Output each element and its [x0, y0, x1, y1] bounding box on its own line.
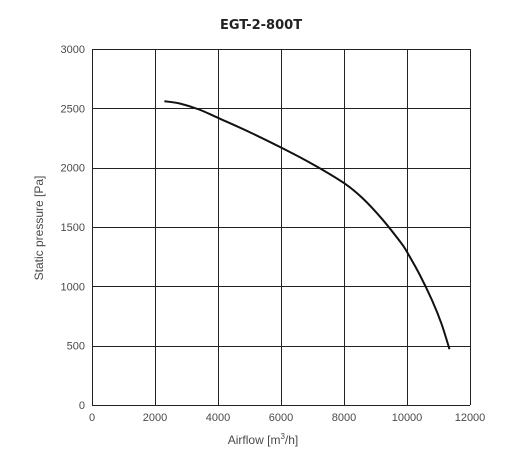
fan-curve-line — [164, 100, 451, 350]
x-axis-label-main: Airflow [m — [228, 433, 281, 447]
y-tick-labels: 0 500 1000 1500 2000 2500 3000 — [61, 44, 85, 412]
y-tick-label: 3000 — [61, 44, 85, 56]
x-axis-label-tail: /h] — [285, 433, 298, 447]
x-tick-label: 2000 — [143, 412, 167, 424]
x-tick-label: 6000 — [269, 412, 293, 424]
y-tick-label: 2000 — [61, 163, 85, 175]
x-axis-label-superscript: 3 — [280, 432, 285, 441]
y-tick-label: 500 — [67, 341, 85, 353]
y-tick-label: 2500 — [61, 103, 85, 115]
grid — [92, 49, 471, 406]
x-tick-labels: 0 2000 4000 6000 8000 10000 12000 — [89, 412, 485, 424]
x-tick-label: 12000 — [455, 412, 486, 424]
x-axis-label: Airflow [m3/h] — [228, 432, 298, 447]
x-tick-label: 4000 — [206, 412, 230, 424]
y-axis-label: Static pressure [Pa] — [32, 176, 46, 281]
chart-title: EGT-2-800T — [220, 18, 302, 33]
x-tick-label: 8000 — [332, 412, 356, 424]
x-tick-label: 10000 — [392, 412, 423, 424]
y-tick-label: 1000 — [61, 281, 85, 293]
x-tick-label: 0 — [89, 412, 95, 424]
y-tick-label: 1500 — [61, 222, 85, 234]
y-tick-label: 0 — [79, 400, 85, 412]
